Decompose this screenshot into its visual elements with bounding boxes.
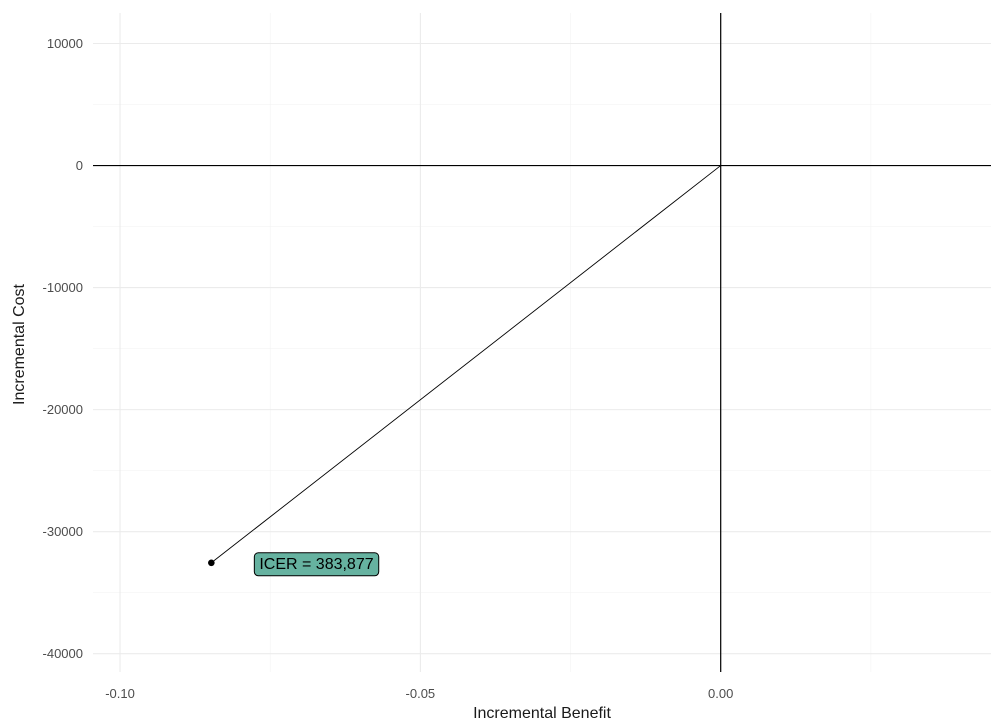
minor-gridlines [93,13,991,672]
y-tick-label: -20000 [43,402,83,417]
data-layer: ICER = 383,877 [208,165,721,577]
icer-label-text: ICER = 383,877 [259,556,373,573]
y-axis-ticks: -40000 -30000 -20000 -10000 0 10000 [43,36,83,661]
y-tick-label: -10000 [43,280,83,295]
icer-segment [211,165,721,564]
data-point [208,559,215,567]
x-axis-title: Incremental Benefit [473,705,611,722]
major-gridlines [93,13,991,672]
x-tick-label: -0.10 [105,686,135,701]
x-tick-label: -0.05 [406,686,436,701]
zero-reference-lines [93,13,991,672]
x-axis-ticks: -0.10 -0.05 0.00 [105,686,733,701]
y-tick-label: 10000 [47,36,83,51]
x-tick-label: 0.00 [708,686,733,701]
y-axis-title: Incremental Cost [11,283,28,404]
y-tick-label: -30000 [43,524,83,539]
y-tick-label: 0 [76,158,83,173]
icer-label-box [253,552,380,577]
y-tick-label: -40000 [43,646,83,661]
